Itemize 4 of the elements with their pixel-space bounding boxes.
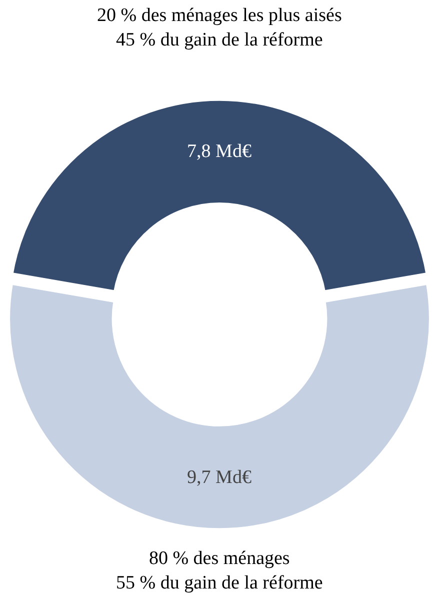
- slice-label: 80 % des ménages 55 % du gain de la réforme: [116, 548, 323, 594]
- slice-label: 20 % des ménages les plus aisés 45 % du gain de la réforme: [97, 5, 342, 51]
- data-label: 7,8 Md€: [187, 141, 252, 162]
- data-label: 9,7 Md€: [187, 466, 252, 488]
